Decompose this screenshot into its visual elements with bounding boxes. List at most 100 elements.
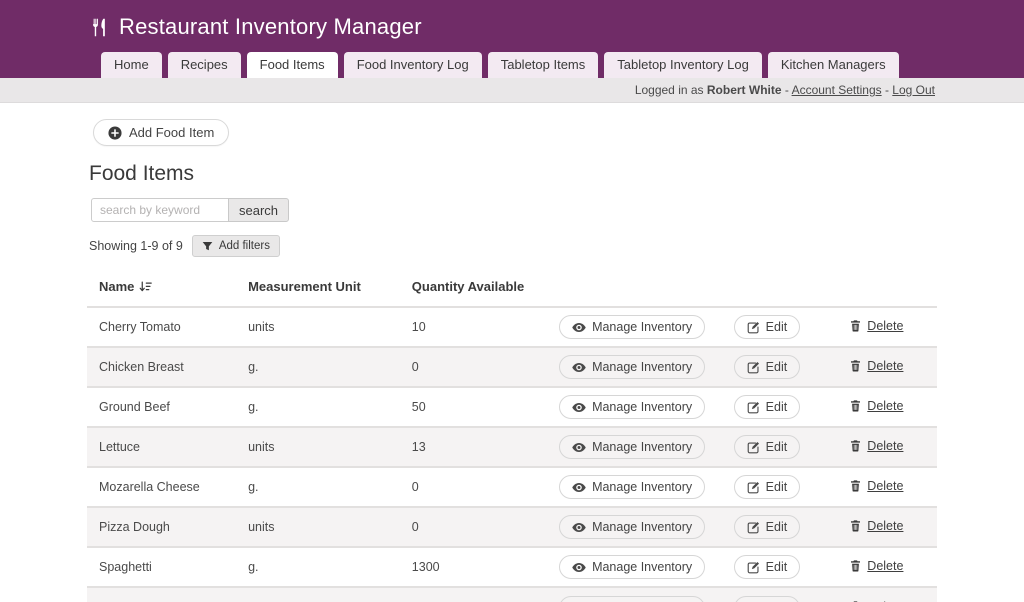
search-button[interactable]: search [228,198,290,222]
trash-icon [850,440,861,452]
edit-button[interactable]: Edit [733,595,801,602]
search-input[interactable] [91,198,229,222]
add-filters-button[interactable]: Add filters [191,235,280,257]
manage-inventory-button[interactable]: Manage Inventory [559,355,706,379]
results-meta: Showing 1-9 of 9 Add filters [89,235,937,257]
account-settings-link[interactable]: Account Settings [791,83,882,97]
cell-name: Ground Beef [99,400,170,414]
sort-amount-icon [139,281,153,293]
logged-in-username: Robert White [706,83,782,97]
delete-link[interactable]: Delete [850,479,903,493]
cell-unit: units [236,587,400,602]
cell-name: Chicken Breast [99,360,184,374]
trash-icon [850,520,861,532]
column-header-name[interactable]: Name [87,269,236,307]
edit-button[interactable]: Edit [733,355,801,379]
delete-link[interactable]: Delete [850,359,903,373]
column-header-name-label: Name [99,279,135,294]
table-header-row: Name Measurement Unit Quantity Available [87,269,937,307]
manage-inventory-button[interactable]: Manage Inventory [559,395,706,419]
edit-button[interactable]: Edit [733,315,801,339]
manage-inventory-button[interactable]: Manage Inventory [559,515,706,539]
main-nav: Home Recipes Food Items Food Inventory L… [87,52,937,78]
app-title: Restaurant Inventory Manager [119,14,422,39]
eye-icon [572,362,586,373]
manage-inventory-button[interactable]: Manage Inventory [559,315,706,339]
user-bar: Logged in as Robert White - Account Sett… [0,78,1024,103]
pencil-square-icon [747,481,760,494]
table-row: Spaghetti g. 1300 Manage Inventory [87,547,937,587]
tab-recipes[interactable]: Recipes [167,52,241,78]
delete-link[interactable]: Delete [850,559,903,573]
eye-icon [572,482,586,493]
table-row: Chicken Breast g. 0 Manage Inventory [87,347,937,387]
cell-qty: 10 [411,320,426,334]
eye-icon [572,442,586,453]
add-food-item-button[interactable]: Add Food Item [93,119,230,146]
manage-inventory-button[interactable]: Manage Inventory [559,475,706,499]
pencil-square-icon [747,401,760,414]
page-title: Food Items [89,162,195,185]
table-row: Pizza Dough units 0 Manage Inventory [87,507,937,547]
eye-icon [572,322,586,333]
trash-icon [850,400,861,412]
pencil-square-icon [747,561,760,574]
delete-link[interactable]: Delete [850,399,903,413]
table-row: Ground Beef g. 50 Manage Inventory [87,387,937,427]
tab-home[interactable]: Home [101,52,162,78]
app-header: Restaurant Inventory Manager Home Recipe… [0,0,1024,78]
cell-qty: 0 [411,480,419,494]
cell-name: Spaghetti [99,560,152,574]
table-row: Tomato units 0 Manage Inventory [87,587,937,602]
tab-tabletop-items[interactable]: Tabletop Items [487,52,599,78]
logout-link[interactable]: Log Out [892,83,935,97]
table-row: Cherry Tomato units 10 Manage Inventory [87,307,937,347]
manage-inventory-button[interactable]: Manage Inventory [559,555,706,579]
utensils-icon [89,17,110,38]
trash-icon [850,320,861,332]
delete-link[interactable]: Delete [850,319,903,333]
edit-button[interactable]: Edit [733,515,801,539]
separator: - [881,83,893,97]
edit-button[interactable]: Edit [733,475,801,499]
showing-count: Showing 1-9 of 9 [89,239,183,253]
delete-link[interactable]: Delete [850,600,903,602]
tab-food-items[interactable]: Food Items [246,52,338,78]
edit-button[interactable]: Edit [733,555,801,579]
trash-icon [850,600,861,602]
plus-circle-icon [108,125,122,140]
cell-qty: 1300 [411,560,440,574]
cell-name: Pizza Dough [99,520,170,534]
logged-in-text: Logged in as [634,83,707,97]
cell-unit: g. [248,560,259,574]
edit-button[interactable]: Edit [733,435,801,459]
tab-food-inventory-log[interactable]: Food Inventory Log [343,52,482,78]
trash-icon [850,360,861,372]
delete-link[interactable]: Delete [850,439,903,453]
cell-qty: 0 [411,360,419,374]
trash-icon [850,560,861,572]
pencil-square-icon [747,361,760,374]
column-header-qty: Quantity Available [411,279,525,294]
cell-unit: units [248,520,275,534]
food-items-table: Name Measurement Unit Quantity Available [87,269,937,602]
cell-unit: g. [248,360,259,374]
manage-inventory-button[interactable]: Manage Inventory [559,595,706,602]
table-row: Mozarella Cheese g. 0 Manage Inventory [87,467,937,507]
edit-button[interactable]: Edit [733,395,801,419]
cell-qty: 0 [411,520,419,534]
manage-inventory-button[interactable]: Manage Inventory [559,435,706,459]
tab-kitchen-managers[interactable]: Kitchen Managers [767,52,899,78]
add-filters-label: Add filters [218,240,270,252]
tab-tabletop-inventory-log[interactable]: Tabletop Inventory Log [604,52,762,78]
cell-unit: units [248,320,275,334]
pencil-square-icon [747,521,760,534]
delete-link[interactable]: Delete [850,519,903,533]
eye-icon [572,522,586,533]
cell-qty: 13 [411,440,426,454]
pencil-square-icon [747,321,760,334]
cell-name: Lettuce [99,440,141,454]
pencil-square-icon [747,441,760,454]
cell-unit: g. [248,480,259,494]
column-header-unit: Measurement Unit [248,279,361,294]
